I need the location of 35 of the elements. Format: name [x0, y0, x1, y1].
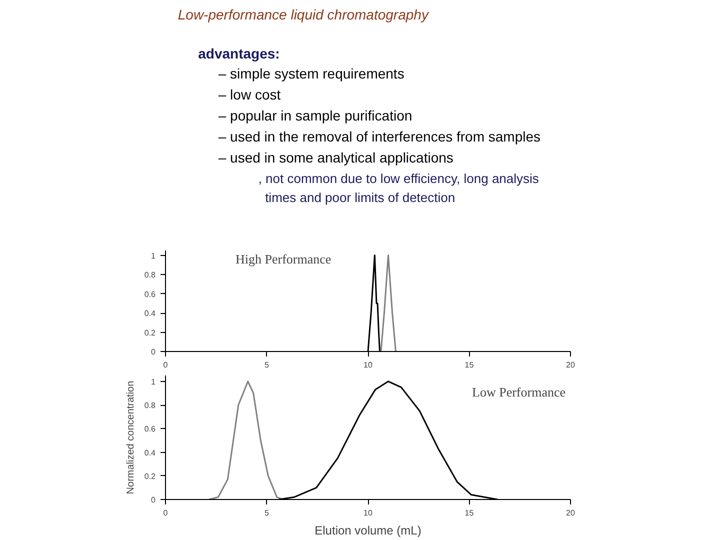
x-tick-label: 0 — [163, 508, 168, 518]
line-series — [208, 380, 284, 500]
text: – popular in sample purification — [218, 108, 412, 124]
x-tick-label: 0 — [163, 360, 168, 370]
x-tick-label: 5 — [264, 360, 270, 370]
y-tick-label: 0.2 — [144, 328, 156, 338]
text: – used in some analytical applications — [218, 150, 454, 166]
y-tick-label: 0.4 — [144, 309, 156, 318]
x-tick-label: 15 — [464, 508, 474, 518]
x-axis-title: Elution volume (mL) — [314, 524, 422, 538]
x-tick-label: 10 — [364, 508, 373, 518]
text: advantages: — [198, 46, 280, 62]
text: , not common due to low efficiency, long analysis times and poor limits of detection — [258, 171, 540, 205]
y-tick-label: 0.6 — [144, 424, 156, 434]
y-tick-label: 0.6 — [144, 290, 156, 299]
y-tick-label: 0 — [151, 496, 156, 504]
y-tick-label: 0.8 — [144, 270, 156, 280]
text: Low-performance liquid chromatography — [178, 6, 430, 22]
annotation: High Performance — [236, 252, 332, 266]
text: – simple system requirements — [218, 66, 404, 82]
y-tick-label: 1 — [151, 377, 156, 386]
x-tick-label: 20 — [566, 360, 576, 370]
text: – used in the removal of interferences from samples — [218, 128, 541, 144]
y-tick-label: 0 — [151, 348, 156, 356]
x-tick-label: 15 — [464, 360, 474, 370]
y-tick-label: 1 — [151, 251, 156, 260]
x-tick-label: 10 — [364, 360, 373, 370]
y-tick-label: 0.8 — [144, 401, 156, 410]
y-tick-label: 0.4 — [144, 448, 156, 458]
y-tick-label: 0.2 — [144, 472, 156, 481]
text: – low cost — [218, 86, 281, 102]
x-tick-label: 20 — [566, 508, 576, 518]
annotation: Low Performance — [472, 384, 566, 400]
y-axis-title: Normalized concentration — [125, 380, 136, 494]
x-tick-label: 5 — [264, 508, 270, 518]
